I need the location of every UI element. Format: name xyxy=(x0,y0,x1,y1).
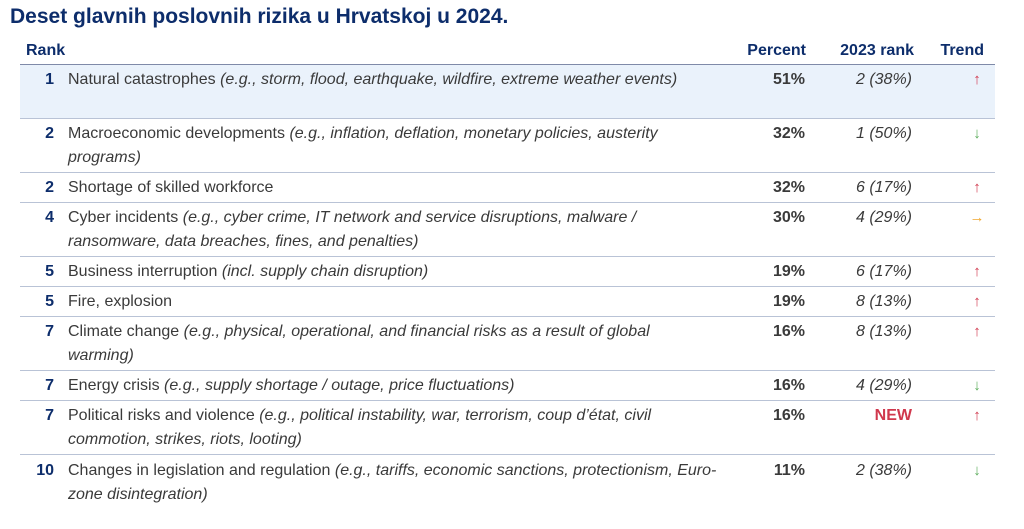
risk-example: (e.g., storm, flood, earthquake, wildfir… xyxy=(220,71,678,88)
table-row: 1 Natural catastrophes (e.g., storm, floo… xyxy=(20,65,995,119)
rank-2023-cell: 1 (50%) xyxy=(855,125,912,142)
table-row: 7 Energy crisis (e.g., supply shortage / … xyxy=(20,371,995,401)
percent-cell: 11% xyxy=(773,462,805,479)
risk-name-cell: Political risks and violence (e.g., poli… xyxy=(68,404,718,452)
rank-cell: 7 xyxy=(45,323,54,340)
trend-down-icon: ↓ xyxy=(973,462,981,479)
rank-2023-cell: 6 (17%) xyxy=(855,263,912,280)
rank-2023-cell: 8 (13%) xyxy=(855,323,912,340)
risk-name: Fire, explosion xyxy=(68,293,173,310)
rank-cell: 4 xyxy=(45,209,54,226)
column-header-rank: Rank xyxy=(26,42,66,59)
risk-name-cell: Climate change (e.g., physical, operatio… xyxy=(68,320,718,368)
risk-name: Energy crisis xyxy=(68,377,160,394)
header-divider xyxy=(20,64,995,65)
risk-table: 1 Natural catastrophes (e.g., storm, floo… xyxy=(20,65,995,509)
trend-up-icon: ↑ xyxy=(973,179,981,196)
percent-cell: 16% xyxy=(772,377,805,394)
trend-down-icon: ↓ xyxy=(973,377,981,394)
table-row: 2 Macroeconomic developments (e.g., infla… xyxy=(20,119,995,173)
column-header-2023-rank: 2023 rank xyxy=(840,42,914,59)
chart-title: Deset glavnih poslovnih rizika u Hrvatsk… xyxy=(10,5,509,28)
rank-cell: 2 xyxy=(45,125,54,142)
risk-name-cell: Natural catastrophes (e.g., storm, flood… xyxy=(68,68,718,92)
table-row: 10 Changes in legislation and regulation … xyxy=(20,455,995,509)
risk-name: Climate change xyxy=(68,323,180,340)
column-header-trend: Trend xyxy=(940,42,984,59)
risk-name-cell: Changes in legislation and regulation (e… xyxy=(68,459,718,507)
risk-name: Political risks and violence xyxy=(68,407,255,424)
rank-cell: 2 xyxy=(45,179,54,196)
risk-example: (e.g., political instability, war, terro… xyxy=(68,407,652,448)
percent-cell: 16% xyxy=(772,407,805,424)
rank-2023-cell: 4 (29%) xyxy=(855,377,912,394)
risk-name: Shortage of skilled workforce xyxy=(68,179,274,196)
trend-down-icon: ↓ xyxy=(973,125,981,142)
risk-name-cell: Cyber incidents (e.g., cyber crime, IT n… xyxy=(68,206,718,254)
risk-name-cell: Macroeconomic developments (e.g., inflat… xyxy=(68,122,718,170)
trend-up-icon: ↑ xyxy=(973,323,981,340)
trend-up-icon: ↑ xyxy=(973,407,981,424)
rank-2023-cell: 2 (38%) xyxy=(855,462,912,479)
table-row: 5 Fire, explosion 19% 8 (13%) ↑ xyxy=(20,287,995,317)
trend-up-icon: ↑ xyxy=(973,71,981,88)
risk-name-cell: Business interruption (incl. supply chai… xyxy=(68,260,718,284)
percent-cell: 30% xyxy=(772,209,805,226)
column-header-percent: Percent xyxy=(747,42,806,59)
percent-cell: 19% xyxy=(772,293,805,310)
rank-2023-cell: NEW xyxy=(874,407,912,424)
percent-cell: 19% xyxy=(772,263,805,280)
table-row: 2 Shortage of skilled workforce 32% 6 (17%)… xyxy=(20,173,995,203)
trend-up-icon: ↑ xyxy=(973,263,981,280)
risk-name: Macroeconomic developments xyxy=(68,125,285,142)
percent-cell: 16% xyxy=(772,323,805,340)
trend-up-icon: ↑ xyxy=(973,293,981,310)
rank-2023-cell: 2 (38%) xyxy=(855,71,912,88)
risk-example: (e.g., tariffs, economic sanctions, prot… xyxy=(68,462,717,503)
rank-2023-cell: 4 (29%) xyxy=(855,209,912,226)
rank-cell: 5 xyxy=(45,293,54,310)
rank-cell: 7 xyxy=(45,407,54,424)
percent-cell: 51% xyxy=(772,71,805,88)
risk-name-cell: Shortage of skilled workforce xyxy=(68,176,718,200)
table-row: 7 Climate change (e.g., physical, operati… xyxy=(20,317,995,371)
risk-name-cell: Energy crisis (e.g., supply shortage / o… xyxy=(68,374,718,398)
risk-example: (incl. supply chain disruption) xyxy=(221,263,429,280)
rank-cell: 10 xyxy=(36,462,54,479)
trend-flat-icon: → xyxy=(969,209,985,226)
rank-cell: 7 xyxy=(45,377,54,394)
risk-name: Cyber incidents xyxy=(68,209,179,226)
rank-2023-cell: 8 (13%) xyxy=(855,293,912,310)
percent-cell: 32% xyxy=(772,179,805,196)
risk-name: Changes in legislation and regulation xyxy=(68,462,331,479)
risk-example: (e.g., supply shortage / outage, price f… xyxy=(164,377,515,394)
table-row: 5 Business interruption (incl. supply cha… xyxy=(20,257,995,287)
rank-cell: 5 xyxy=(45,263,54,280)
risk-example: (e.g., cyber crime, IT network and servi… xyxy=(68,209,637,250)
risk-example: (e.g., physical, operational, and financ… xyxy=(68,323,650,364)
rank-2023-cell: 6 (17%) xyxy=(855,179,912,196)
risk-name-cell: Fire, explosion xyxy=(68,290,718,314)
risk-name: Natural catastrophes xyxy=(68,71,216,88)
table-row: 7 Political risks and violence (e.g., pol… xyxy=(20,401,995,455)
rank-cell: 1 xyxy=(45,71,54,88)
table-row: 4 Cyber incidents (e.g., cyber crime, IT … xyxy=(20,203,995,257)
percent-cell: 32% xyxy=(772,125,805,142)
risk-example: (e.g., inflation, deflation, monetary po… xyxy=(68,125,658,166)
risk-name: Business interruption xyxy=(68,263,218,280)
